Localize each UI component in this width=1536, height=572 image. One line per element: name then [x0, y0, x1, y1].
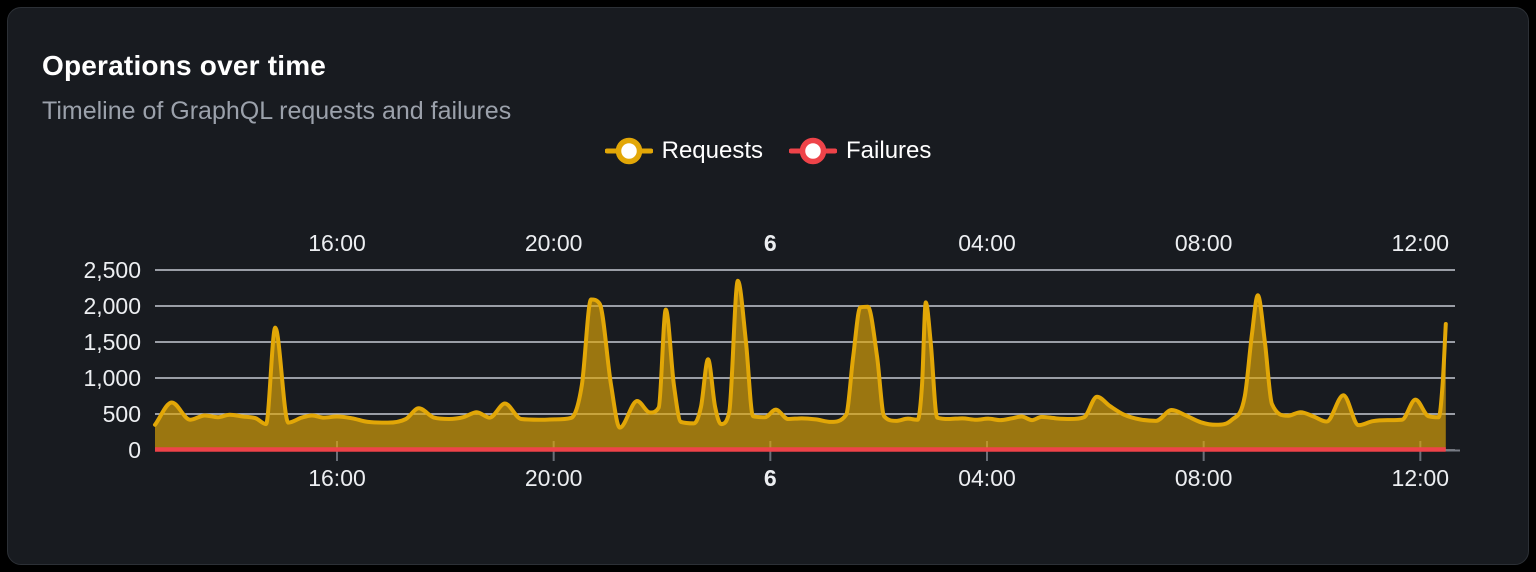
requests-series-marker-icon: [604, 137, 653, 165]
legend-item-failures[interactable]: Failures: [789, 137, 931, 165]
y-axis-label: 1,500: [83, 329, 141, 355]
x-axis-label-top: 04:00: [958, 230, 1016, 256]
requests-area: [155, 280, 1446, 450]
requests-line: [153, 278, 1448, 430]
x-axis-label-top: 08:00: [1175, 230, 1233, 256]
x-axis-label-top: 12:00: [1392, 230, 1450, 256]
x-axis-label-bottom: 16:00: [308, 465, 366, 491]
x-axis-label-bottom: 6: [764, 465, 777, 491]
chart-subtitle: Timeline of GraphQL requests and failure…: [42, 97, 512, 125]
x-axis-label-top: 16:00: [308, 230, 366, 256]
y-axis-label: 1,000: [83, 365, 141, 391]
chart-title: Operations over time: [42, 50, 327, 81]
x-axis-label-top: 20:00: [525, 230, 583, 256]
legend-label-failures: Failures: [846, 137, 932, 164]
y-axis-label: 2,000: [83, 293, 141, 319]
x-axis-label-bottom: 12:00: [1392, 465, 1450, 491]
y-axis-label: 0: [128, 437, 141, 463]
x-axis-label-bottom: 20:00: [525, 465, 583, 491]
legend-item-requests[interactable]: Requests: [604, 137, 764, 165]
chart-legend: Requests Failures: [0, 137, 1536, 165]
failures-series-marker-icon: [789, 137, 838, 165]
x-axis-label-bottom: 04:00: [958, 465, 1016, 491]
legend-label-requests: Requests: [661, 137, 764, 164]
y-axis-label: 2,500: [83, 257, 141, 283]
y-axis-label: 500: [103, 401, 141, 427]
x-axis-label-top: 6: [764, 230, 777, 256]
x-axis-label-bottom: 08:00: [1175, 465, 1233, 491]
chart-card: [7, 7, 1529, 565]
